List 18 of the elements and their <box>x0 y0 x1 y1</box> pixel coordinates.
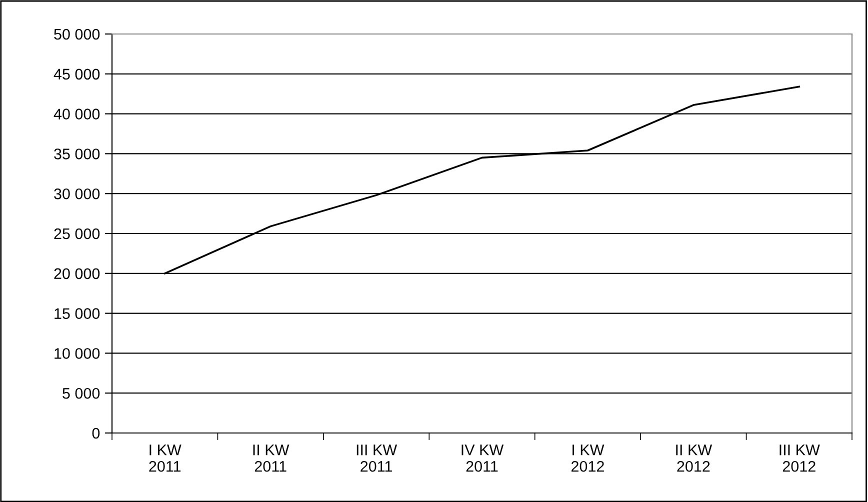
x-tick-label: IV KW 2011 <box>462 444 504 472</box>
y-tick-label: 0 <box>92 428 100 439</box>
y-tick-label: 40 000 <box>54 108 100 120</box>
x-tick-label: III KW 2012 <box>780 444 820 472</box>
x-tick-label: II KW 2012 <box>676 444 712 472</box>
y-tick-label: 5 000 <box>62 388 100 399</box>
y-tick-label: 20 000 <box>54 268 100 280</box>
x-tick-label: III KW 2011 <box>356 444 398 472</box>
x-tick-label: I KW 2011 <box>149 444 182 472</box>
y-tick-label: 25 000 <box>54 228 100 240</box>
y-tick-label: 35 000 <box>54 148 100 160</box>
y-tick-label: 10 000 <box>54 348 100 359</box>
y-tick-label: 45 000 <box>54 68 100 80</box>
x-tick-label: II KW 2011 <box>253 444 290 472</box>
y-tick-label: 15 000 <box>54 308 100 319</box>
y-tick-label: 30 000 <box>54 188 100 200</box>
y-tick-label: 50 000 <box>54 28 100 40</box>
x-tick-label: I KW 2012 <box>571 444 604 472</box>
